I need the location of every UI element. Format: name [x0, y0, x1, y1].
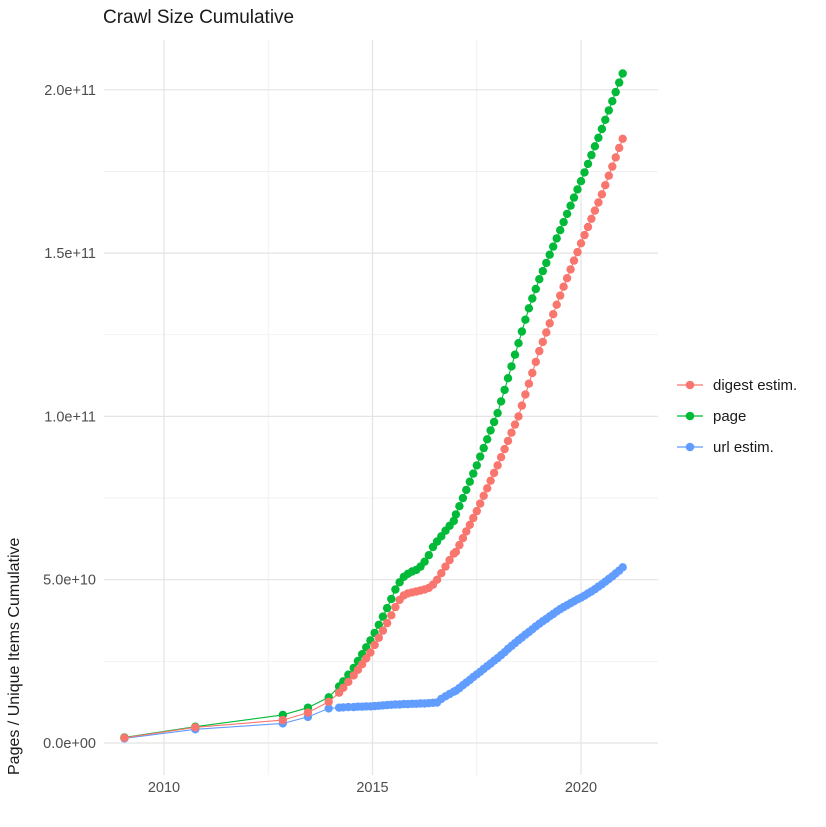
- legend-item-digest-estim: digest estim.: [676, 376, 797, 394]
- svg-text:1.5e+11: 1.5e+11: [44, 246, 96, 262]
- svg-text:1.0e+11: 1.0e+11: [44, 409, 96, 425]
- svg-text:2010: 2010: [148, 780, 180, 796]
- legend: digest estim. page url estim.: [676, 376, 797, 456]
- chart-title: Crawl Size Cumulative: [103, 7, 295, 28]
- legend-key-page-icon: [677, 411, 703, 421]
- svg-text:2020: 2020: [565, 780, 597, 796]
- legend-label-digest-estim: digest estim.: [713, 376, 798, 394]
- legend-item-page: page: [676, 407, 797, 425]
- legend-label-url-estim: url estim.: [713, 438, 774, 456]
- svg-text:2015: 2015: [356, 780, 388, 796]
- svg-text:5.0e+10: 5.0e+10: [43, 573, 96, 589]
- legend-label-page: page: [713, 407, 747, 425]
- svg-text:0.0e+00: 0.0e+00: [43, 736, 96, 752]
- legend-key-url-icon: [677, 442, 703, 452]
- svg-text:2.0e+11: 2.0e+11: [44, 83, 96, 99]
- legend-key-digest-icon: [677, 380, 703, 390]
- legend-item-url-estim: url estim.: [676, 438, 797, 456]
